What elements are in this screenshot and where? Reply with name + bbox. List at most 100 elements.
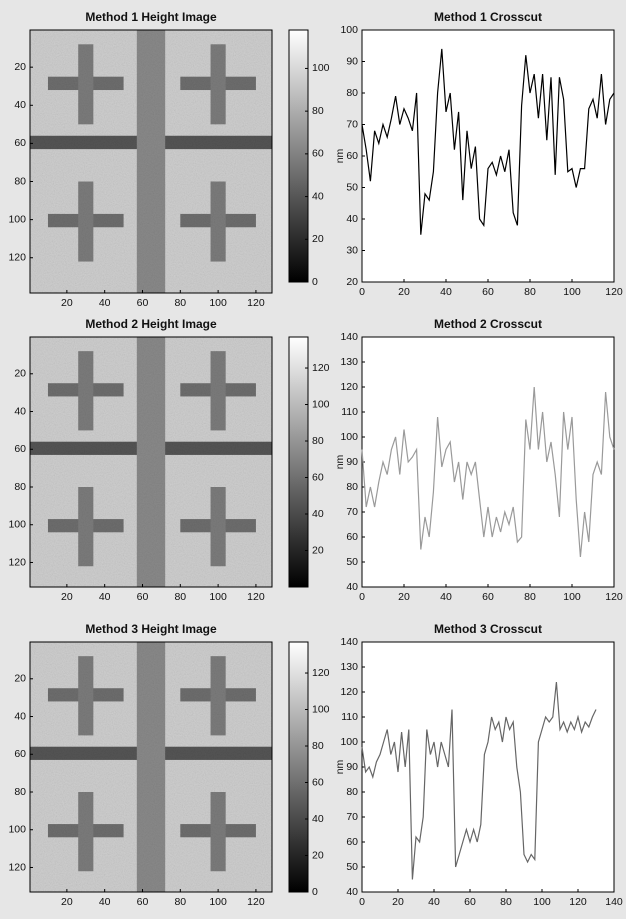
colorbar [289, 337, 308, 587]
x-tick-label: 120 [605, 286, 623, 298]
y-tick-label: 40 [346, 886, 358, 898]
x-tick-label: 20 [398, 591, 410, 603]
y-tick-label: 60 [14, 748, 26, 760]
cross-arm [78, 792, 93, 871]
x-tick-label: 0 [359, 896, 365, 908]
y-tick-label: 60 [14, 443, 26, 455]
x-tick-label: 80 [174, 297, 186, 309]
y-tick-label: 70 [346, 811, 358, 823]
colorbar-tick-label: 60 [312, 776, 324, 788]
x-tick-label: 60 [464, 896, 476, 908]
chart-title: Method 1 Height Image [85, 10, 217, 24]
x-tick-label: 0 [359, 591, 365, 603]
figure: Method 1 Height Image 20 40 60 80 100 120 20 40 6… [0, 0, 626, 919]
y-tick-label: 80 [14, 481, 26, 493]
chart-title: Method 2 Crosscut [434, 317, 542, 331]
chart-title: Method 3 Height Image [85, 622, 217, 636]
x-tick-label: 20 [392, 896, 404, 908]
y-tick-label: 70 [346, 506, 358, 518]
x-tick-label: 60 [482, 286, 494, 298]
colorbar [289, 30, 308, 282]
x-tick-label: 100 [563, 286, 581, 298]
y-tick-label: 120 [340, 686, 358, 698]
x-tick-label: 120 [247, 591, 265, 603]
cross-arm [78, 351, 93, 430]
y-tick-label: 90 [346, 761, 358, 773]
y-tick-label: 110 [341, 406, 358, 418]
x-tick-label: 80 [524, 286, 536, 298]
y-tick-label: 40 [346, 581, 358, 593]
x-tick-label: 40 [440, 286, 452, 298]
cross-arm [211, 656, 226, 735]
x-tick-label: 40 [99, 896, 111, 908]
x-tick-label: 20 [61, 896, 73, 908]
y-tick-label: 120 [340, 381, 358, 393]
cross-arm [211, 351, 226, 430]
cross-arm [78, 44, 93, 124]
y-tick-label: 20 [14, 61, 26, 73]
colorbar-tick-label: 0 [312, 276, 318, 288]
x-tick-label: 20 [398, 286, 410, 298]
height-image [30, 337, 272, 587]
colorbar-tick-label: 120 [312, 362, 330, 374]
y-tick-label: 100 [340, 24, 358, 36]
chart-title: Method 1 Crosscut [434, 10, 542, 24]
y-tick-label: 50 [346, 181, 358, 193]
y-tick-label: 80 [346, 786, 358, 798]
colorbar-tick-label: 100 [312, 62, 330, 74]
y-tick-label: 40 [14, 405, 26, 417]
x-tick-label: 120 [569, 896, 587, 908]
y-tick-label: 80 [14, 786, 26, 798]
y-tick-label: 60 [346, 531, 358, 543]
x-tick-label: 60 [482, 591, 494, 603]
cross-arm [78, 487, 93, 566]
y-tick-label: 20 [14, 368, 26, 380]
cross-arm [78, 182, 93, 262]
y-tick-label: 120 [8, 861, 26, 873]
x-tick-label: 0 [359, 286, 365, 298]
y-tick-label: 40 [346, 213, 358, 225]
y-tick-label: 50 [346, 556, 358, 568]
y-tick-label: 30 [346, 244, 358, 256]
x-tick-label: 80 [524, 591, 536, 603]
x-tick-label: 80 [500, 896, 512, 908]
x-tick-label: 60 [137, 896, 149, 908]
y-tick-label: 20 [346, 276, 358, 288]
x-tick-label: 100 [209, 591, 227, 603]
colorbar-tick-label: 100 [312, 398, 330, 410]
cross-arm [78, 656, 93, 735]
plot-area [362, 30, 614, 282]
x-tick-label: 100 [209, 896, 227, 908]
x-tick-label: 100 [533, 896, 551, 908]
plot-area [362, 337, 614, 587]
y-tick-label: 120 [8, 252, 26, 264]
colorbar-tick-label: 20 [312, 849, 324, 861]
cross-arm [211, 487, 226, 566]
y-tick-label: 70 [346, 118, 358, 130]
x-tick-label: 40 [99, 591, 111, 603]
y-tick-label: 100 [8, 824, 26, 836]
y-tick-label: 40 [14, 99, 26, 111]
y-tick-label: 80 [14, 175, 26, 187]
y-tick-label: 60 [346, 836, 358, 848]
colorbar-tick-label: 80 [312, 435, 324, 447]
y-tick-label: 60 [14, 137, 26, 149]
x-tick-label: 100 [209, 297, 227, 309]
trench-vertical [137, 642, 165, 892]
x-tick-label: 40 [428, 896, 440, 908]
colorbar-tick-label: 100 [312, 703, 330, 715]
y-tick-label: 120 [8, 556, 26, 568]
x-tick-label: 20 [61, 297, 73, 309]
colorbar-tick-label: 40 [312, 508, 324, 520]
height-image [30, 642, 272, 892]
x-tick-label: 140 [605, 896, 623, 908]
colorbar-tick-label: 80 [312, 105, 324, 117]
y-tick-label: 40 [14, 710, 26, 722]
trench-vertical [137, 30, 165, 293]
x-tick-label: 120 [247, 896, 265, 908]
y-tick-label: 100 [8, 519, 26, 531]
y-tick-label: 130 [340, 356, 358, 368]
colorbar [289, 642, 308, 892]
cross-arm [211, 792, 226, 871]
x-tick-label: 60 [137, 591, 149, 603]
